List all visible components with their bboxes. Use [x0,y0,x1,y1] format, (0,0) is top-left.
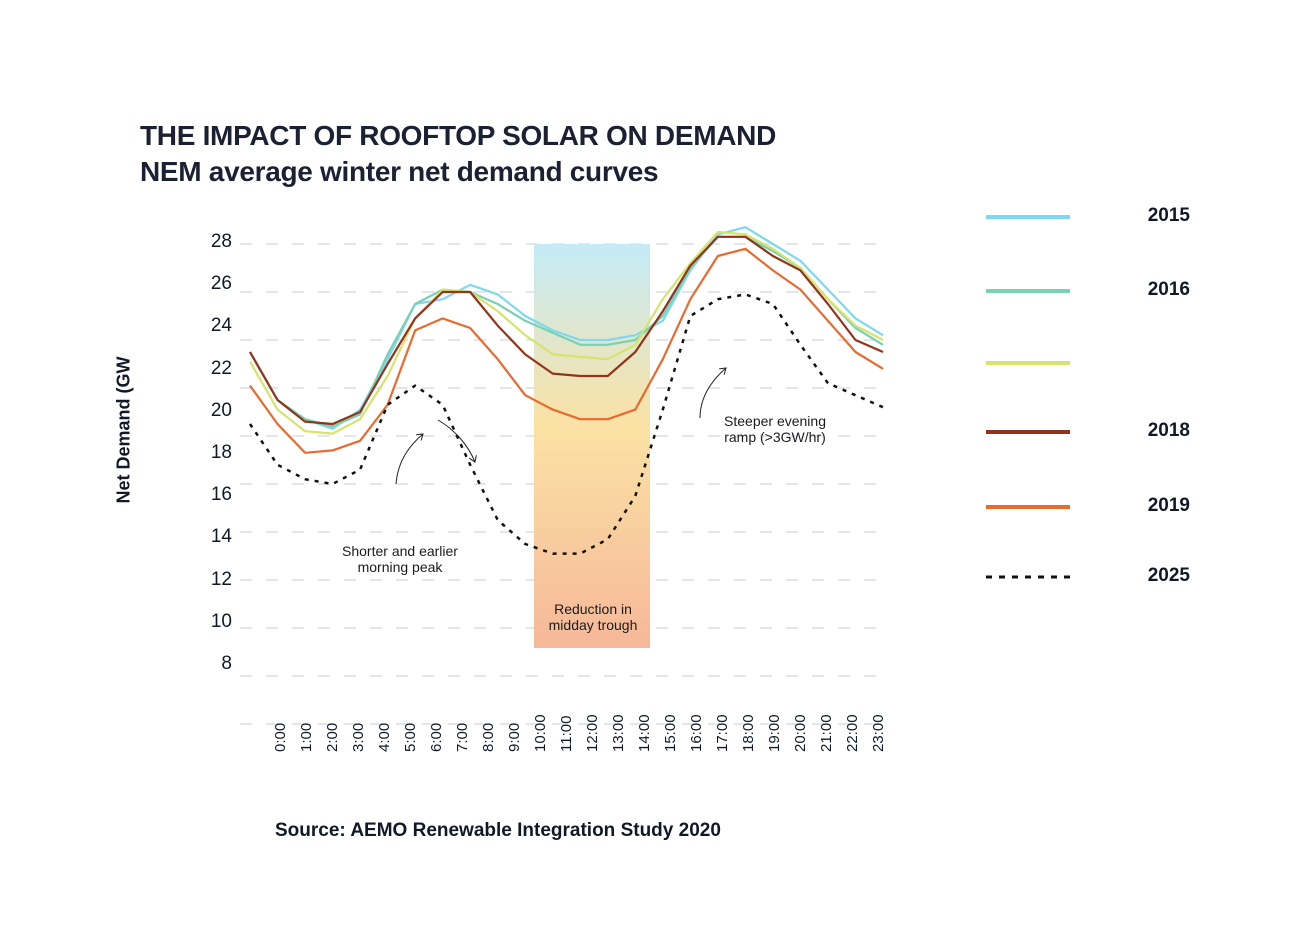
series-line-2025 [248,293,884,555]
annotation-morning-peak: Shorter and earlier morning peak [320,543,480,575]
x-tick-label: 4:00 [376,722,393,752]
title-line-2: NEM average winter net demand curves [140,156,659,187]
source-note: Source: AEMO Renewable Integration Study… [275,820,721,841]
x-tick-label: 22:00 [844,714,861,752]
legend-label: 2018 [1147,420,1190,441]
x-tick-label: 17:00 [714,714,731,752]
y-tick-label: 10 [210,610,232,632]
x-tick-label: 7:00 [454,722,471,752]
series-line-unlabeled [249,230,884,435]
y-tick-label: 8 [221,653,232,674]
series-line-2016 [249,235,884,428]
annotation-line: Reduction in [554,601,632,617]
x-tick-label: 20:00 [792,714,809,752]
morning-arrow-down [437,419,475,462]
x-tick-label: 9:00 [506,722,523,752]
x-tick-label: 16:00 [688,714,705,752]
y-tick-label: 16 [210,484,232,506]
y-tick-label: 12 [210,568,232,590]
title-line-1: THE IMPACT OF ROOFTOP SOLAR ON DEMAND [140,120,777,151]
legend-label: 2019 [1147,495,1190,516]
x-tick-label: 11:00 [558,715,575,752]
legend-label: 2015 [1147,205,1190,226]
x-tick-label: 21:00 [818,714,835,752]
x-tick-label: 1:00 [298,722,315,752]
series-line-2019 [249,247,884,454]
series-line-2018 [249,235,884,426]
y-tick-label: 28 [210,231,232,252]
x-tick-label: 13:00 [610,714,627,752]
x-tick-label: 19:00 [766,714,783,752]
y-tick-label: 26 [210,273,232,295]
x-tick-label: 5:00 [402,722,419,752]
evening-arrow [699,368,726,419]
annotation-line: Shorter and earlier [342,543,458,559]
annotation-evening-ramp: Steeper evening ramp (>3GW/hr) [700,413,850,445]
annotation-line: Steeper evening [724,413,826,429]
annotation-line: ramp (>3GW/hr) [724,429,826,445]
y-tick-label: 14 [210,526,232,548]
x-tick-label: 3:00 [350,722,367,752]
y-tick-label: 22 [210,357,232,379]
y-tick-label: 24 [210,315,232,337]
x-tick-label: 6:00 [428,722,445,752]
midday-trough-band [534,244,650,648]
x-tick-label: 8:00 [480,722,497,752]
legend-label: 2016 [1147,279,1190,300]
x-tick-label: 10:00 [532,714,549,752]
annotation-line: midday trough [548,617,638,633]
y-tick-label: 18 [210,442,232,463]
chart-title: THE IMPACT OF ROOFTOP SOLAR ON DEMAND NE… [140,118,776,190]
x-tick-label: 0:00 [272,722,289,752]
x-tick-label: 2:00 [324,722,341,752]
x-tick-label: 18:00 [740,714,757,752]
annotation-midday-trough: Reduction in midday trough [534,601,652,633]
x-tick-label: 23:00 [870,714,887,752]
x-tick-label: 15:00 [662,714,679,752]
annotation-line: morning peak [357,559,443,575]
legend-label: 2025 [1147,565,1190,586]
x-tick-label: 14:00 [636,714,653,752]
x-tick-label: 12:00 [584,714,601,752]
y-tick-label: 20 [210,399,232,421]
morning-arrow-up [395,434,423,485]
